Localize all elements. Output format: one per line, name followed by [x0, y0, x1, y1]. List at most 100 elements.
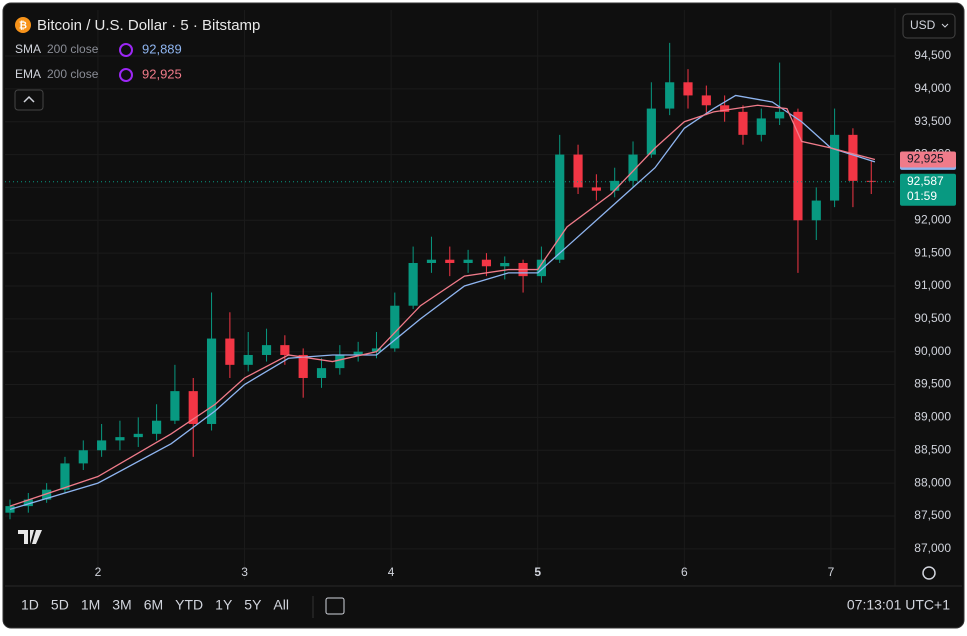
candle-body	[683, 82, 693, 96]
candle-body	[133, 433, 143, 438]
x-tick-label: 2	[95, 565, 102, 579]
candle-body	[390, 305, 400, 349]
currency-button[interactable]	[902, 13, 956, 39]
price-tag-label: 92,587	[907, 174, 944, 188]
range-button[interactable]: YTD	[175, 597, 203, 613]
candle-body	[206, 338, 217, 424]
y-tick-label: 94,500	[914, 48, 951, 62]
candle-body	[97, 440, 107, 451]
candle-body	[42, 489, 52, 500]
candle-body	[628, 154, 638, 181]
y-tick-label: 87,000	[914, 541, 951, 555]
candle-body	[371, 348, 382, 352]
candle-body	[536, 259, 546, 277]
candle-body	[280, 345, 290, 355]
legend-name: EMA	[15, 67, 41, 81]
price-tag-label: 92,925	[907, 152, 944, 166]
candle-body	[225, 338, 235, 365]
candle-body	[408, 262, 418, 306]
candle-body	[830, 134, 840, 201]
candle-body	[775, 111, 785, 119]
legend-value: 92,889	[142, 41, 182, 56]
legend-value: 92,925	[142, 66, 182, 81]
legend-params: 200 close	[47, 42, 99, 56]
y-tick-label: 91,500	[914, 245, 951, 259]
range-button[interactable]: 1M	[81, 597, 100, 613]
legend-params: 200 close	[47, 67, 99, 81]
candle-body	[793, 111, 803, 221]
plot	[5, 10, 895, 580]
candle-body	[481, 259, 492, 267]
candle-body	[738, 111, 748, 135]
range-button[interactable]: 1D	[21, 597, 39, 613]
candle-body	[335, 354, 345, 369]
candle-body	[298, 354, 308, 378]
settings-icon[interactable]	[922, 566, 936, 580]
candle-body	[720, 105, 730, 112]
candle-body	[591, 187, 601, 191]
candle-body	[188, 391, 198, 424]
y-tick-label: 93,500	[914, 114, 951, 128]
y-tick-label: 91,000	[914, 278, 951, 292]
candle-body	[23, 499, 33, 507]
candle-body	[555, 154, 565, 260]
range-button[interactable]: 6M	[144, 597, 163, 613]
candle-body	[701, 95, 711, 106]
candle-body	[353, 351, 363, 355]
range-button[interactable]: 5Y	[244, 597, 262, 613]
range-button[interactable]: 3M	[112, 597, 131, 613]
candle-body	[261, 345, 272, 355]
range-button[interactable]: 5D	[51, 597, 69, 613]
candle-body	[60, 463, 70, 490]
indicator-line	[9, 104, 876, 507]
currency[interactable]: USD	[910, 18, 936, 32]
candle-body	[445, 259, 455, 263]
candle-body	[170, 391, 180, 421]
chevron	[941, 23, 949, 28]
candle-body	[500, 262, 510, 267]
legend-icon	[119, 68, 133, 82]
candle-body	[426, 259, 437, 263]
y-tick-label: 90,000	[914, 344, 951, 358]
legend: SMA 200 close 92,889 EMA 200 close 92,925	[15, 41, 182, 82]
x-tick-label: 7	[828, 565, 835, 579]
coin-icon	[15, 17, 31, 33]
x-tick-label: 4	[388, 565, 395, 579]
indicator-line	[9, 94, 876, 511]
range-button[interactable]: All	[273, 597, 289, 613]
candle-body	[316, 368, 327, 378]
y-tick-label: 87,500	[914, 508, 951, 522]
legend-icon	[119, 43, 133, 57]
x-tick-label: 6	[681, 565, 688, 579]
chart-title: Bitcoin / U.S. Dollar · 5 · Bitstamp	[37, 17, 260, 34]
y-tick-label: 94,000	[914, 81, 951, 95]
y-tick-label: 90,500	[914, 311, 951, 325]
range-bar: 1D 5D 1M 3M 6M YTD 1Y 5Y All	[21, 597, 289, 613]
x-tick-label: 5	[534, 565, 541, 579]
price-tag	[900, 173, 956, 206]
candle-body	[5, 506, 15, 513]
candle-body	[610, 180, 620, 191]
candle-body	[848, 134, 858, 181]
legend-name: SMA	[15, 42, 41, 56]
collapse-button[interactable]	[14, 89, 44, 111]
collapse-icon	[23, 95, 35, 103]
range-button[interactable]: 1Y	[215, 597, 233, 613]
y-tick-label: 92,000	[914, 212, 951, 226]
candle-body	[115, 437, 125, 441]
clock: 07:13:01 UTC+1	[847, 597, 950, 613]
y-tick-label: 89,500	[914, 377, 951, 391]
coin-symbol: ₿	[19, 20, 27, 32]
y-tick-label: 89,000	[914, 410, 951, 424]
y-tick-label: 88,000	[914, 475, 951, 489]
candle-body	[463, 259, 473, 263]
countdown: 01:59	[907, 189, 937, 203]
candle-body	[866, 180, 876, 182]
price-tag	[900, 151, 956, 168]
x-tick-label: 3	[241, 565, 248, 579]
candle-body	[78, 450, 88, 464]
logo	[18, 530, 42, 544]
date-range-icon[interactable]	[325, 597, 345, 615]
